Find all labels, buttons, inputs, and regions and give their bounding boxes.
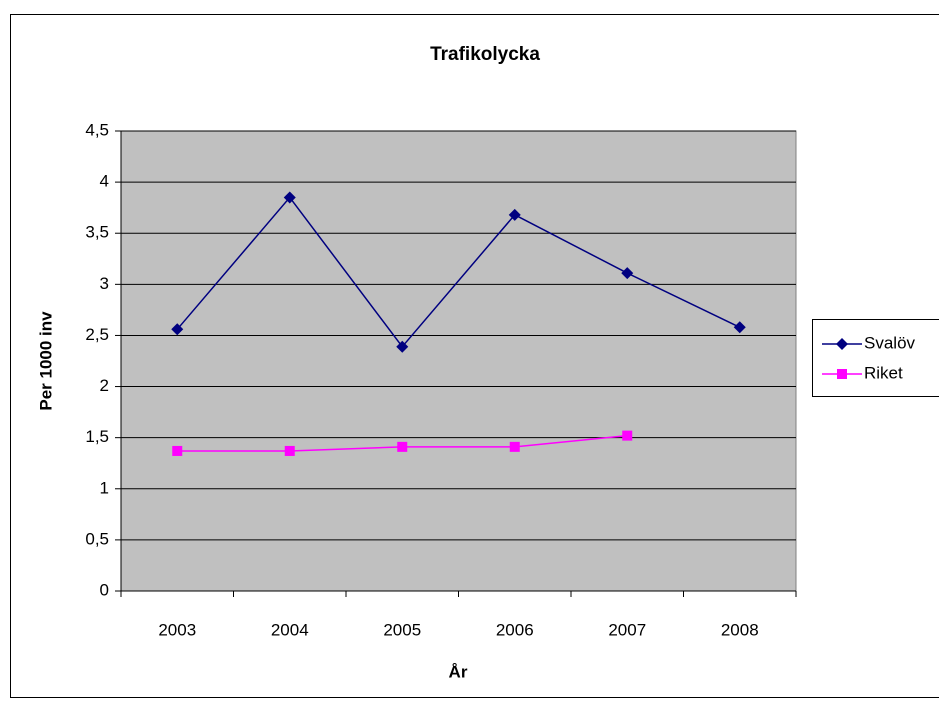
series-line <box>176 196 741 348</box>
data-point <box>283 191 296 204</box>
y-tick-label: 1 <box>100 478 109 497</box>
y-tick-label: 1,5 <box>85 427 109 446</box>
legend-label: Svalöv <box>864 333 916 352</box>
x-tick-label: 2003 <box>158 620 196 639</box>
x-axis-label: År <box>449 662 468 681</box>
plot-area <box>120 130 797 592</box>
y-tick-label: 3 <box>100 274 109 293</box>
y-tick-label: 4 <box>100 172 109 191</box>
data-point <box>396 340 409 353</box>
y-tick-label: 4,5 <box>85 120 109 139</box>
x-tick-label: 2004 <box>271 620 309 639</box>
data-point <box>622 430 633 441</box>
x-tick-label: 2005 <box>383 620 421 639</box>
x-tick-label: 2008 <box>721 620 759 639</box>
y-tick-label: 3,5 <box>85 223 109 242</box>
data-point <box>509 441 520 452</box>
data-point <box>508 208 521 221</box>
x-tick-label: 2007 <box>608 620 646 639</box>
y-tick-label: 0,5 <box>85 529 109 548</box>
data-point <box>284 445 295 456</box>
x-tick-label: 2006 <box>496 620 534 639</box>
legend-box <box>812 319 939 397</box>
y-tick-label: 2 <box>100 376 109 395</box>
data-point <box>733 321 746 334</box>
legend-label: Riket <box>864 363 903 382</box>
y-tick-label: 2,5 <box>85 325 109 344</box>
data-point <box>397 441 408 452</box>
data-point <box>172 445 183 456</box>
chart-title: Trafikolycka <box>430 44 540 65</box>
legend-marker <box>836 338 848 350</box>
legend-marker <box>837 369 847 379</box>
y-axis-label: Per 1000 inv <box>36 311 55 411</box>
data-point <box>171 323 184 336</box>
data-point <box>621 267 634 280</box>
y-tick-label: 0 <box>100 580 109 599</box>
